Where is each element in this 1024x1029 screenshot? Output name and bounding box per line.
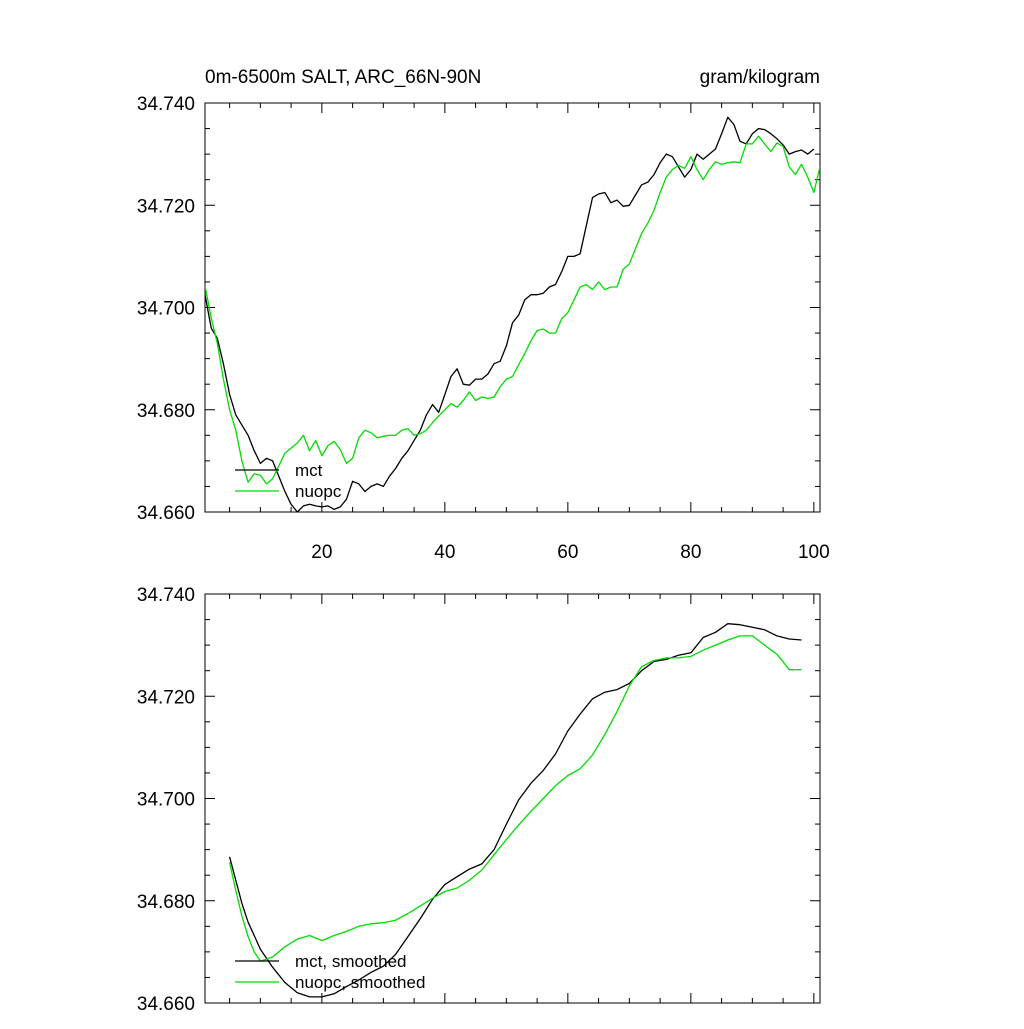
y-tick-label: 34.720 <box>137 196 195 217</box>
y-tick-label: 34.680 <box>137 401 195 422</box>
x-tick-label: 60 <box>557 542 578 563</box>
legend-label: nuopc <box>295 482 342 501</box>
series-line-nuopc-smoothed <box>228 635 802 962</box>
y-tick-label: 34.660 <box>137 503 195 524</box>
x-tick-label: 20 <box>311 542 332 563</box>
y-tick-label: 34.680 <box>137 892 195 913</box>
y-tick-label: 34.700 <box>137 790 195 811</box>
x-tick-label: 100 <box>798 542 830 563</box>
series-line-nuopc <box>205 135 820 485</box>
x-tick-label: 80 <box>680 542 701 563</box>
legend-label: nuopc, smoothed <box>295 973 425 992</box>
legend-label: mct <box>295 461 323 480</box>
series-line-mct-smoothed <box>228 623 802 998</box>
y-tick-label: 34.660 <box>137 994 195 1015</box>
top-panel-raw: 34.660 34.680 34.700 34.720 34.740 20 40 60 80 10… <box>137 94 830 563</box>
plot-frame <box>204 102 821 513</box>
title-right: gram/kilogram <box>700 67 820 88</box>
y-tick-label: 34.700 <box>137 299 195 320</box>
y-tick-label: 34.720 <box>137 687 195 708</box>
title-left: 0m-6500m SALT, ARC_66N-90N <box>205 67 481 88</box>
bottom-panel-smoothed: 34.660 34.680 34.700 34.720 34.740 mct, smoot… <box>137 585 821 1015</box>
x-tick-label: 40 <box>434 542 455 563</box>
plot-frame <box>204 593 821 1004</box>
y-tick-label: 34.740 <box>137 94 195 115</box>
y-tick-label: 34.740 <box>137 585 195 606</box>
series-line-mct <box>205 116 815 512</box>
legend-label: mct, smoothed <box>295 952 407 971</box>
